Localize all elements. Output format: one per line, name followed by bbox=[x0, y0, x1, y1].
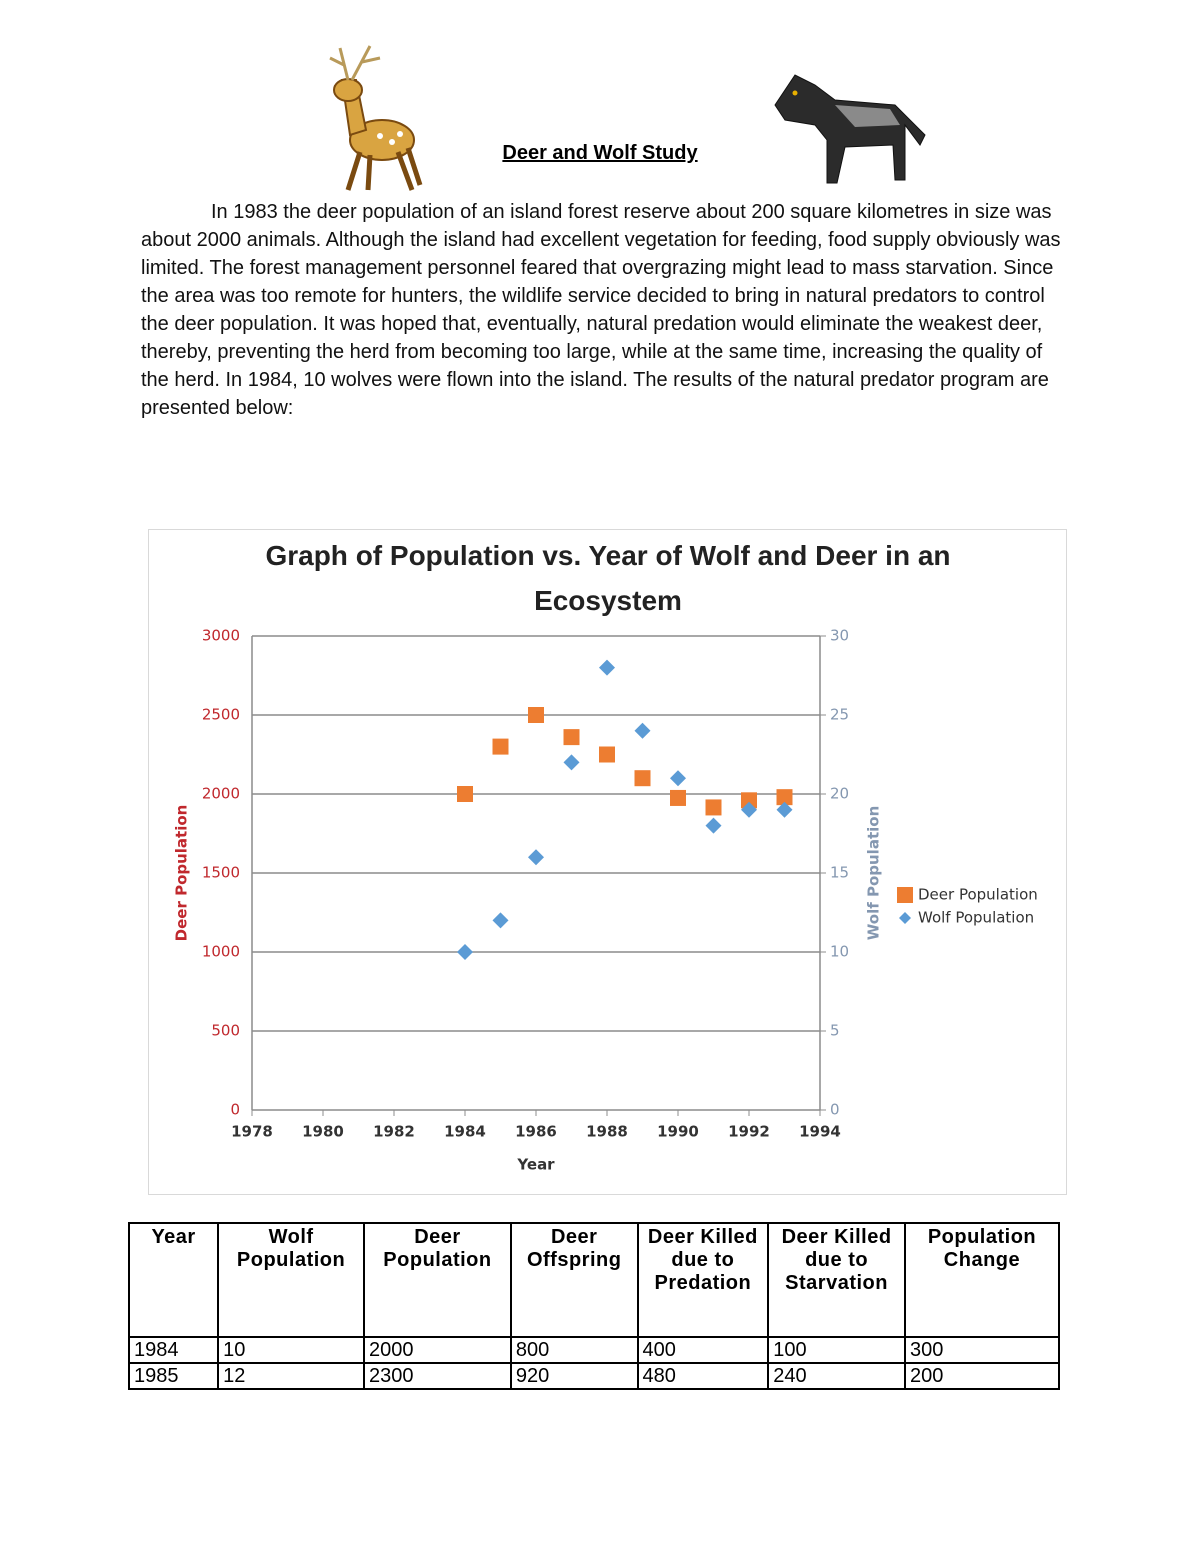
x-tick-label: 1978 bbox=[231, 1123, 273, 1141]
table-body: 1984 10 2000 800 400 100 300 1985 12 2300 920 480 24… bbox=[127, 1336, 1061, 1390]
table-row: 1985 12 2300 920 480 240 200 bbox=[127, 1362, 1061, 1390]
x-tick-label: 1992 bbox=[728, 1123, 770, 1141]
x-tick-label: 1984 bbox=[444, 1123, 486, 1141]
table-cell: 480 bbox=[636, 1362, 770, 1390]
table-head: Year Wolf Population Deer Population Deer O… bbox=[127, 1222, 1061, 1338]
point bbox=[670, 770, 686, 787]
point bbox=[741, 801, 757, 818]
table-cell: 200 bbox=[903, 1362, 1061, 1390]
y2-tick-label: 20 bbox=[830, 785, 849, 803]
y2-tick-label: 15 bbox=[830, 864, 849, 882]
y-tick-label: 2000 bbox=[202, 785, 240, 803]
point bbox=[634, 770, 651, 787]
table-cell: 240 bbox=[767, 1362, 906, 1390]
y2-tick-label: 5 bbox=[830, 1022, 840, 1040]
table-cell: 1985 bbox=[127, 1362, 220, 1390]
table-cell: 800 bbox=[509, 1336, 639, 1364]
table-cell: 12 bbox=[217, 1362, 366, 1390]
table-cell: 300 bbox=[903, 1336, 1061, 1364]
y2-tick-label: 30 bbox=[830, 627, 849, 645]
y-tick-label: 1000 bbox=[202, 943, 240, 961]
y2-axis-title: Wolf Population bbox=[865, 806, 883, 940]
data-table: Year Wolf Population Deer Population Deer O… bbox=[127, 1222, 1061, 1390]
point bbox=[457, 944, 473, 960]
y-tick-label: 3000 bbox=[202, 627, 240, 645]
point bbox=[705, 799, 722, 816]
table-row: 1984 10 2000 800 400 100 300 bbox=[127, 1336, 1061, 1364]
table-cell: 1984 bbox=[127, 1336, 220, 1364]
y2-tick-label: 0 bbox=[830, 1101, 840, 1119]
table-cell: 400 bbox=[636, 1336, 770, 1364]
table-cell: 10 bbox=[217, 1336, 366, 1364]
y-tick-label: 2500 bbox=[202, 706, 240, 724]
table-cell: 2000 bbox=[363, 1336, 512, 1364]
point bbox=[492, 738, 509, 755]
point bbox=[492, 912, 509, 929]
column-header: Deer Killed due to Starvation bbox=[767, 1222, 906, 1338]
chart-frame bbox=[148, 529, 1067, 1195]
point bbox=[776, 801, 793, 818]
column-header: Year bbox=[127, 1222, 220, 1338]
x-tick-label: 1988 bbox=[586, 1123, 628, 1141]
legend-marker bbox=[897, 887, 913, 903]
point bbox=[741, 792, 757, 809]
x-tick-label: 1982 bbox=[373, 1123, 415, 1141]
point bbox=[599, 659, 615, 676]
y-tick-label: 0 bbox=[230, 1101, 240, 1119]
y-tick-label: 1500 bbox=[202, 864, 240, 882]
legend-label: Deer Population bbox=[918, 886, 1038, 904]
x-tick-label: 1994 bbox=[799, 1123, 841, 1141]
point bbox=[563, 729, 580, 746]
table-cell: 920 bbox=[509, 1362, 639, 1390]
x-tick-label: 1986 bbox=[515, 1123, 557, 1141]
chart-title: Graph of Population vs. Year of Wolf and… bbox=[265, 540, 951, 616]
y2-tick-label: 25 bbox=[830, 706, 849, 724]
deer-image bbox=[329, 45, 423, 191]
point bbox=[705, 817, 722, 834]
point bbox=[776, 789, 793, 806]
wolf-image bbox=[774, 74, 926, 184]
column-header: Wolf Population bbox=[217, 1222, 366, 1338]
chart: 0 500 1000 1500 2000 2500 3000 0 5 10 15 20 25 30 1978… bbox=[173, 627, 1038, 1174]
point bbox=[563, 754, 580, 771]
column-header: Deer Killed due to Predation bbox=[636, 1222, 770, 1338]
point bbox=[599, 746, 615, 763]
y-tick-label: 500 bbox=[211, 1022, 240, 1040]
y-axis-title: Deer Population bbox=[173, 805, 191, 942]
table-cell: 100 bbox=[767, 1336, 906, 1364]
point bbox=[670, 789, 686, 806]
point bbox=[457, 786, 473, 802]
column-header: Deer Population bbox=[363, 1222, 512, 1338]
y2-tick-label: 10 bbox=[830, 943, 849, 961]
point bbox=[634, 722, 651, 739]
x-axis-title: Year bbox=[516, 1156, 555, 1174]
paragraph: In 1983 the deer population of an island… bbox=[141, 201, 1061, 419]
header-row: Year Wolf Population Deer Population Deer O… bbox=[127, 1222, 1061, 1338]
column-header: Population Change bbox=[903, 1222, 1061, 1338]
legend-label: Wolf Population bbox=[918, 909, 1034, 927]
point bbox=[528, 849, 544, 866]
x-tick-label: 1990 bbox=[657, 1123, 699, 1141]
legend-marker bbox=[899, 912, 911, 924]
point bbox=[528, 707, 544, 723]
x-tick-label: 1980 bbox=[302, 1123, 344, 1141]
table-cell: 2300 bbox=[363, 1362, 512, 1390]
column-header: Deer Offspring bbox=[509, 1222, 639, 1338]
document-title: Deer and Wolf Study bbox=[502, 142, 698, 164]
